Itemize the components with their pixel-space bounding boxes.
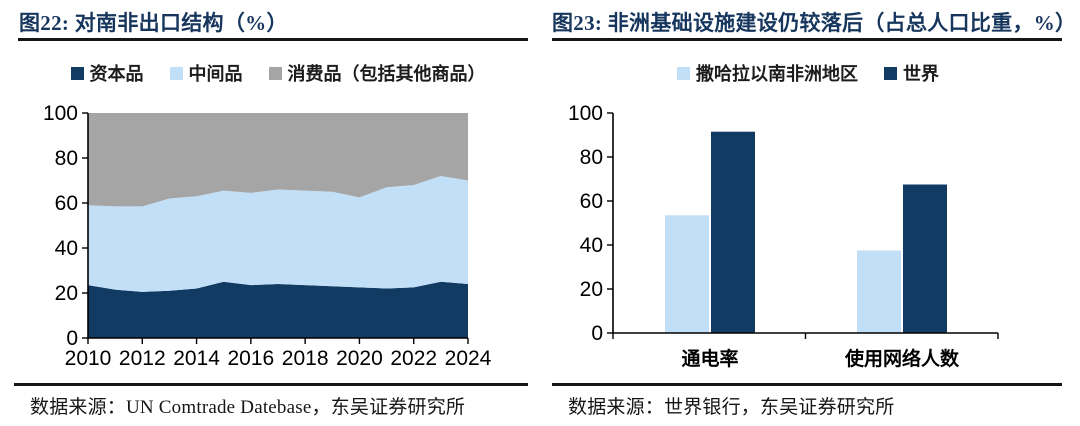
figure23-legend: 撒哈拉以南非洲地区 世界	[613, 60, 1003, 86]
y-tick-label: 40	[55, 237, 78, 260]
x-tick-label: 2022	[390, 347, 437, 370]
legend-item-intermediate-goods: 中间品	[169, 60, 243, 86]
area-band-1	[88, 176, 468, 292]
figure23-footer-divider	[552, 383, 1062, 386]
legend-item-sub-saharan-africa: 撒哈拉以南非洲地区	[677, 60, 858, 86]
figure22-legend: 资本品 中间品 消费品（包括其他商品）	[68, 60, 488, 86]
bar-撒哈拉以南非洲地区-1	[857, 250, 901, 333]
y-tick-label: 60	[580, 190, 603, 213]
world-label: 世界	[903, 64, 939, 84]
x-tick-label: 2012	[119, 347, 166, 370]
y-tick-label: 80	[55, 147, 78, 170]
figure23-source: 数据来源：世界银行，东吴证券研究所	[568, 397, 895, 418]
y-tick-label: 60	[55, 192, 78, 215]
world-swatch	[884, 66, 897, 80]
y-tick-label: 0	[591, 322, 603, 345]
consumer-goods-label: 消费品（包括其他商品）	[287, 64, 486, 84]
infrastructure-bar-chart: 0 20 40 60 80 100 通电率 使用网络人数	[568, 102, 999, 370]
export-structure-area-chart: 0 20 40 60 80 100 2010 2012 2014 2016 2018 2020 2022…	[43, 102, 492, 370]
figure23-title: 图23: 非洲基础设施建设仍较落后（占总人口比重，%）	[552, 11, 1077, 35]
y-tick-label: 100	[43, 102, 78, 125]
y-tick-label: 20	[580, 278, 603, 301]
area-band-0	[88, 281, 468, 338]
figure22-footer-divider	[14, 383, 528, 386]
x-tick-label: 2016	[227, 347, 274, 370]
intermediate-goods-label: 中间品	[188, 64, 243, 84]
consumer-goods-swatch	[268, 66, 282, 80]
legend-item-capital-goods: 资本品	[70, 60, 144, 86]
capital-goods-swatch	[70, 66, 84, 80]
legend-item-world: 世界	[884, 60, 939, 86]
x-tick-label: 2010	[65, 347, 112, 370]
y-tick-label: 40	[580, 234, 603, 257]
x-tick-label: 2018	[282, 347, 329, 370]
figure22-title-divider	[18, 38, 528, 41]
figure22-source: 数据来源：UN Comtrade Datebase，东吴证券研究所	[30, 397, 466, 418]
bar-撒哈拉以南非洲地区-0	[665, 215, 709, 333]
category-label: 使用网络人数	[844, 347, 960, 370]
figure22-title: 图22: 对南非出口结构（%）	[19, 11, 288, 35]
capital-goods-label: 资本品	[89, 64, 144, 84]
x-tick-label: 2014	[173, 347, 220, 370]
bar-世界-0	[711, 131, 755, 333]
x-tick-label: 2020	[336, 347, 383, 370]
y-tick-label: 20	[55, 282, 78, 305]
y-tick-label: 0	[66, 327, 78, 350]
category-label: 通电率	[681, 347, 738, 370]
x-tick-label: 2024	[445, 347, 492, 370]
bar-世界-1	[903, 184, 947, 333]
legend-item-consumer-goods: 消费品（包括其他商品）	[268, 60, 486, 86]
area-band-2	[88, 113, 468, 207]
y-tick-label: 80	[580, 146, 603, 169]
sub-saharan-africa-swatch	[677, 66, 690, 80]
y-tick-label: 100	[568, 102, 603, 125]
sub-saharan-africa-label: 撒哈拉以南非洲地区	[696, 64, 858, 84]
intermediate-goods-swatch	[169, 66, 183, 80]
figure23-title-divider	[552, 38, 1062, 41]
